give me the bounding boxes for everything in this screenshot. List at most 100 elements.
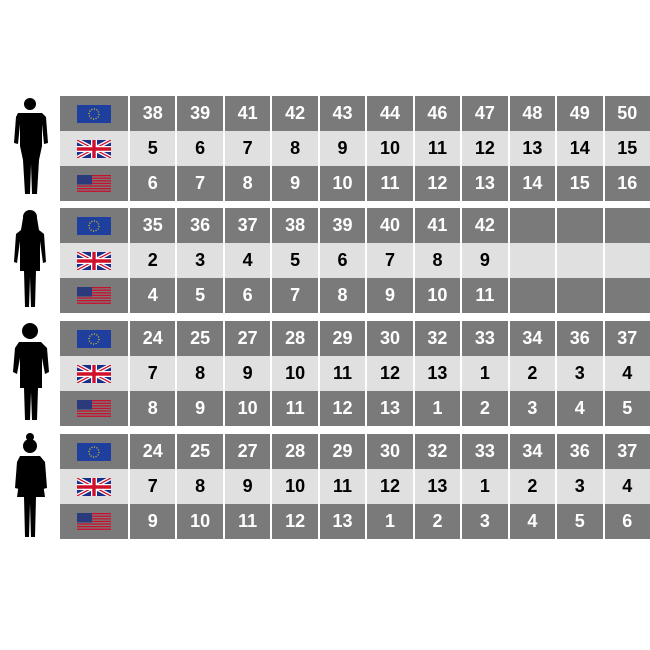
- us-flag-icon: [60, 278, 128, 313]
- size-cell: 3: [462, 504, 508, 539]
- girl-silhouette: [8, 432, 52, 547]
- size-cell: 2: [414, 504, 461, 539]
- us-flag-icon: [60, 391, 128, 426]
- size-cell: 8: [272, 131, 318, 166]
- size-cell: 10: [272, 356, 318, 391]
- size-cell: 15: [557, 166, 603, 201]
- size-cell: 36: [557, 321, 603, 356]
- size-cell: 29: [319, 321, 366, 356]
- size-cell: 12: [272, 504, 318, 539]
- size-cell: 2: [509, 469, 556, 504]
- size-cell: 4: [604, 356, 650, 391]
- size-cell: 27: [224, 434, 271, 469]
- size-cell: 2: [130, 243, 176, 278]
- uk-flag-icon: [60, 243, 128, 278]
- size-cell: 25: [177, 321, 223, 356]
- size-cell: [509, 243, 556, 278]
- size-cell: 3: [509, 391, 556, 426]
- size-cell: 37: [604, 434, 650, 469]
- size-cell: 10: [414, 278, 461, 313]
- size-cell: 12: [367, 469, 413, 504]
- size-cell: 38: [130, 96, 176, 131]
- size-cell: 9: [130, 504, 176, 539]
- eu-flag-icon: [60, 208, 128, 243]
- size-cell: 44: [367, 96, 413, 131]
- size-cell: [509, 208, 556, 243]
- size-cell: 33: [462, 434, 508, 469]
- size-cell: 1: [367, 504, 413, 539]
- size-cell: [604, 278, 650, 313]
- size-cell: 25: [177, 434, 223, 469]
- size-cell: 6: [130, 166, 176, 201]
- size-cell: 3: [557, 356, 603, 391]
- size-cell: 43: [319, 96, 366, 131]
- size-cell: 4: [130, 278, 176, 313]
- uk-flag-icon: [60, 131, 128, 166]
- size-cell: 41: [414, 208, 461, 243]
- size-cell: 12: [414, 166, 461, 201]
- boy-silhouette: [8, 321, 52, 432]
- eu-flag-icon: [60, 434, 128, 469]
- size-cell: 28: [272, 434, 318, 469]
- size-cell: 36: [557, 434, 603, 469]
- us-flag-icon: [60, 166, 128, 201]
- size-cell: 39: [319, 208, 366, 243]
- size-cell: [509, 278, 556, 313]
- size-cell: 10: [319, 166, 366, 201]
- size-cell: 7: [272, 278, 318, 313]
- size-cell: 9: [319, 131, 366, 166]
- size-cell: 41: [224, 96, 271, 131]
- size-cell: 13: [509, 131, 556, 166]
- size-cell: 11: [272, 391, 318, 426]
- size-cell: 6: [604, 504, 650, 539]
- size-cell: 6: [224, 278, 271, 313]
- size-cell: 5: [272, 243, 318, 278]
- size-cell: 30: [367, 434, 413, 469]
- size-cell: 48: [509, 96, 556, 131]
- size-cell: 15: [604, 131, 650, 166]
- size-cell: 5: [177, 278, 223, 313]
- size-cell: 50: [604, 96, 650, 131]
- size-cell: 11: [319, 356, 366, 391]
- size-cell: 36: [177, 208, 223, 243]
- size-cell: 24: [130, 321, 176, 356]
- size-cell: 8: [130, 391, 176, 426]
- man-silhouette: [8, 96, 52, 205]
- size-cell: 5: [557, 504, 603, 539]
- size-cell: 16: [604, 166, 650, 201]
- size-cell: 10: [367, 131, 413, 166]
- size-cell: 3: [557, 469, 603, 504]
- size-cell: 5: [130, 131, 176, 166]
- size-cell: 4: [604, 469, 650, 504]
- size-table: 38 39 41 42 43 44 46 47 48 49 50 5 6 7 8 9 10 11 12 13 14 15 6…: [60, 96, 650, 201]
- size-cell: 30: [367, 321, 413, 356]
- size-cell: 7: [224, 131, 271, 166]
- uk-flag-icon: [60, 356, 128, 391]
- size-cell: 14: [509, 166, 556, 201]
- size-cell: 4: [509, 504, 556, 539]
- size-cell: 28: [272, 321, 318, 356]
- size-cell: 13: [414, 469, 461, 504]
- size-cell: 13: [367, 391, 413, 426]
- size-cell: 24: [130, 434, 176, 469]
- size-cell: 2: [509, 356, 556, 391]
- size-cell: 6: [177, 131, 223, 166]
- size-cell: 9: [177, 391, 223, 426]
- size-cell: 42: [462, 208, 508, 243]
- size-cell: 11: [319, 469, 366, 504]
- size-cell: 9: [367, 278, 413, 313]
- size-cell: 12: [462, 131, 508, 166]
- size-cell: 12: [319, 391, 366, 426]
- size-cell: 1: [462, 356, 508, 391]
- size-cell: 10: [224, 391, 271, 426]
- size-cell: 4: [557, 391, 603, 426]
- eu-flag-icon: [60, 321, 128, 356]
- size-cell: 49: [557, 96, 603, 131]
- size-cell: 9: [224, 356, 271, 391]
- size-cell: 39: [177, 96, 223, 131]
- size-table: 24 25 27 28 29 30 32 33 34 36 37 7 8 9 10 11 12 13 1 2 3 4 9 10…: [60, 434, 650, 539]
- size-cell: 8: [319, 278, 366, 313]
- size-cell: 10: [272, 469, 318, 504]
- size-cell: 12: [367, 356, 413, 391]
- size-cell: 11: [367, 166, 413, 201]
